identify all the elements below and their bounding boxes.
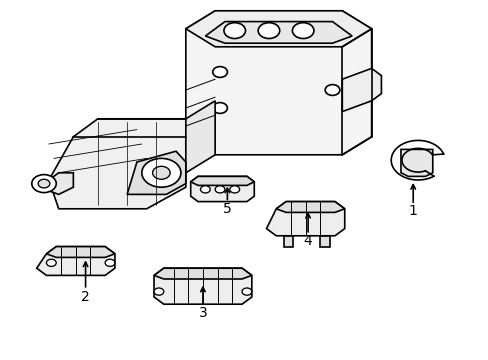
Polygon shape (205, 22, 351, 43)
Text: 3: 3 (198, 306, 207, 320)
Circle shape (258, 23, 279, 39)
Circle shape (242, 288, 251, 295)
Circle shape (32, 175, 56, 193)
Text: 1: 1 (408, 204, 417, 217)
Polygon shape (127, 151, 185, 194)
Circle shape (105, 259, 115, 266)
Polygon shape (154, 268, 251, 279)
Polygon shape (276, 202, 344, 212)
Circle shape (200, 186, 210, 193)
Polygon shape (185, 11, 371, 155)
Circle shape (212, 67, 227, 77)
Circle shape (215, 186, 224, 193)
Circle shape (229, 186, 239, 193)
Polygon shape (190, 176, 254, 202)
Circle shape (405, 151, 429, 169)
Circle shape (212, 103, 227, 113)
Polygon shape (49, 119, 215, 209)
Text: 2: 2 (81, 290, 90, 304)
Circle shape (224, 23, 245, 39)
Polygon shape (342, 68, 381, 112)
Text: 5: 5 (223, 202, 231, 216)
Polygon shape (46, 247, 115, 257)
Polygon shape (400, 149, 432, 176)
Polygon shape (283, 236, 293, 247)
Circle shape (325, 85, 339, 95)
Circle shape (154, 288, 163, 295)
Polygon shape (320, 236, 329, 247)
Polygon shape (185, 11, 371, 47)
Circle shape (46, 259, 56, 266)
Circle shape (142, 158, 181, 187)
Circle shape (412, 157, 422, 164)
Text: 4: 4 (303, 234, 312, 248)
Polygon shape (39, 173, 73, 194)
Polygon shape (154, 268, 251, 304)
Circle shape (152, 166, 170, 179)
Polygon shape (37, 247, 115, 275)
Circle shape (292, 23, 313, 39)
Polygon shape (266, 202, 344, 236)
Polygon shape (190, 176, 254, 185)
Polygon shape (185, 101, 215, 173)
Circle shape (38, 179, 50, 188)
